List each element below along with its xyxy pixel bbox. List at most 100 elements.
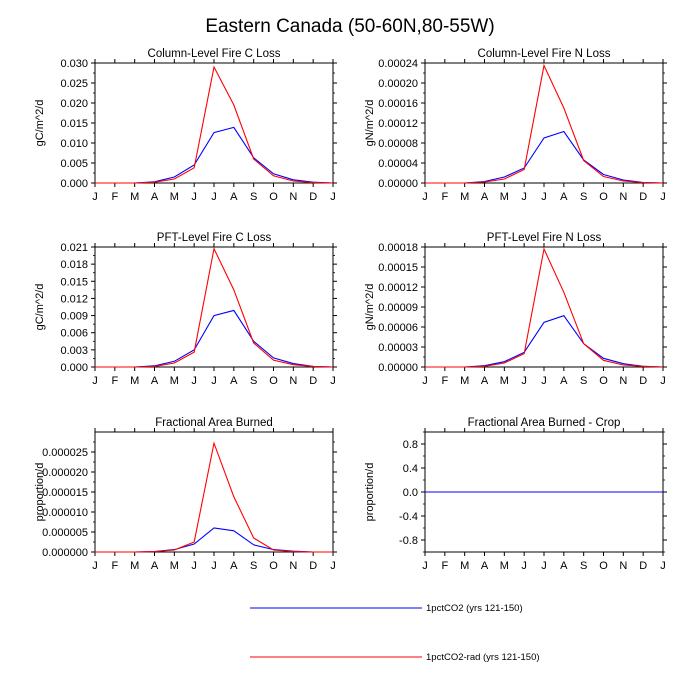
x-tick-label: A — [560, 375, 568, 387]
y-tick-label: -0.4 — [399, 511, 418, 523]
series-line-1 — [95, 527, 333, 553]
x-tick-label: N — [619, 191, 627, 203]
x-tick-label: J — [660, 375, 666, 387]
chart-panel-2: J F M A M J J A S O N D J0.000000.000040.000080.0001… — [364, 48, 667, 203]
chart-panel-3: J F M A M J J A S O N D J0.0000.0030.0060.0090.0120.… — [34, 232, 337, 387]
legend-label: 1pctCO2-rad (yrs 121-150) — [426, 652, 540, 663]
y-tick-label: 0.000000 — [42, 547, 88, 559]
series-line-2 — [425, 247, 664, 368]
y-tick-label: 0.005 — [60, 158, 88, 170]
series-line-2 — [95, 65, 334, 184]
chart-panel-6: J F M A M J J A S O N D J-0.8-0.40.00.40.8Fractional… — [364, 417, 667, 572]
y-tick-label: 0.00000 — [378, 178, 418, 190]
x-tick-label: J — [330, 375, 336, 387]
y-tick-label: 0.4 — [403, 463, 418, 475]
y-tick-label: 0.0 — [403, 487, 418, 499]
y-tick-label: 0.00006 — [378, 322, 418, 334]
x-tick-label: J — [660, 191, 666, 203]
x-tick-label: M — [170, 560, 179, 572]
x-tick-label: O — [269, 375, 278, 387]
x-tick-label: F — [111, 191, 118, 203]
x-tick-label: A — [481, 375, 489, 387]
figure-title: Eastern Canada (50-60N,80-55W) — [205, 16, 494, 37]
x-tick-label: O — [599, 191, 608, 203]
x-tick-label: J — [211, 375, 217, 387]
x-tick-label: J — [521, 191, 527, 203]
x-tick-label: J — [191, 560, 197, 572]
x-tick-label: M — [170, 191, 179, 203]
x-tick-label: N — [289, 375, 297, 387]
y-axis-label: gC/m^2/d — [34, 284, 46, 331]
x-tick-label: A — [230, 191, 238, 203]
y-tick-label: 0.015 — [60, 118, 88, 130]
series-line-1 — [95, 126, 334, 184]
plot-frame — [94, 431, 334, 553]
panel-title: Column-Level Fire C Loss — [148, 48, 281, 60]
x-tick-label: J — [541, 375, 547, 387]
y-tick-label: 0.00024 — [378, 58, 418, 70]
x-tick-label: J — [92, 560, 98, 572]
chart-panel-4: J F M A M J J A S O N D J0.000000.000030.000060.0000… — [364, 232, 667, 387]
x-tick-label: D — [639, 191, 647, 203]
x-tick-label: N — [289, 560, 297, 572]
y-tick-label: 0.8 — [403, 439, 418, 451]
panels: J F M A M J J A S O N D J0.0000.0050.0100.0150.0200.… — [34, 48, 667, 572]
panel-title: Fractional Area Burned - Crop — [468, 417, 621, 429]
x-tick-label: M — [170, 375, 179, 387]
x-tick-label: S — [580, 560, 587, 572]
panel-title: PFT-Level Fire N Loss — [487, 232, 602, 244]
x-tick-label: M — [500, 191, 509, 203]
y-tick-label: 0.000 — [60, 178, 88, 190]
y-axis-label: gC/m^2/d — [34, 100, 46, 147]
y-tick-label: 0.000015 — [42, 487, 88, 499]
x-tick-label: A — [230, 560, 238, 572]
x-tick-label: D — [639, 560, 647, 572]
x-tick-label: S — [250, 560, 257, 572]
plot-frame — [94, 246, 334, 368]
chart-panel-1: J F M A M J J A S O N D J0.0000.0050.0100.0150.0200.… — [34, 48, 337, 203]
plot-frame — [424, 246, 664, 368]
x-tick-label: A — [560, 560, 568, 572]
x-tick-label: M — [460, 191, 469, 203]
x-tick-label: M — [130, 191, 139, 203]
y-axis-label: proportion/d — [34, 463, 46, 522]
x-tick-label: F — [441, 560, 448, 572]
x-tick-label: M — [130, 375, 139, 387]
x-tick-label: A — [151, 375, 159, 387]
y-tick-label: 0.030 — [60, 58, 88, 70]
y-tick-label: 0.000020 — [42, 467, 88, 479]
y-tick-label: 0.012 — [60, 293, 88, 305]
x-tick-label: F — [111, 375, 118, 387]
y-tick-label: 0.009 — [60, 311, 88, 323]
x-tick-label: J — [330, 191, 336, 203]
panel-title: PFT-Level Fire C Loss — [157, 232, 272, 244]
x-tick-label: S — [580, 191, 587, 203]
y-tick-label: -0.8 — [399, 535, 418, 547]
legend-item-1: 1pctCO2 (yrs 121-150) — [250, 603, 523, 614]
x-tick-label: J — [521, 375, 527, 387]
x-tick-label: S — [580, 375, 587, 387]
y-tick-label: 0.025 — [60, 78, 88, 90]
y-tick-label: 0.021 — [60, 242, 88, 254]
x-tick-label: D — [639, 375, 647, 387]
x-tick-label: O — [599, 375, 608, 387]
y-tick-label: 0.00003 — [378, 342, 418, 354]
x-tick-label: J — [330, 560, 336, 572]
x-tick-label: J — [521, 560, 527, 572]
x-tick-label: J — [211, 191, 217, 203]
series-line-1 — [425, 130, 664, 184]
y-tick-label: 0.015 — [60, 276, 88, 288]
y-tick-label: 0.00008 — [378, 138, 418, 150]
legend-item-2: 1pctCO2-rad (yrs 121-150) — [250, 652, 540, 663]
x-tick-label: A — [151, 560, 159, 572]
legend: 1pctCO2 (yrs 121-150) 1pctCO2-rad (yrs 12… — [250, 603, 540, 663]
x-tick-label: J — [92, 375, 98, 387]
plot-frame — [424, 62, 664, 184]
x-tick-label: O — [269, 191, 278, 203]
chart-panel-5: J F M A M J J A S O N D J0.0000000.0000050.0000100.0… — [34, 417, 337, 572]
y-tick-label: 0.00016 — [378, 98, 418, 110]
x-tick-label: J — [191, 191, 197, 203]
y-tick-label: 0.00000 — [378, 362, 418, 374]
x-tick-label: J — [541, 191, 547, 203]
